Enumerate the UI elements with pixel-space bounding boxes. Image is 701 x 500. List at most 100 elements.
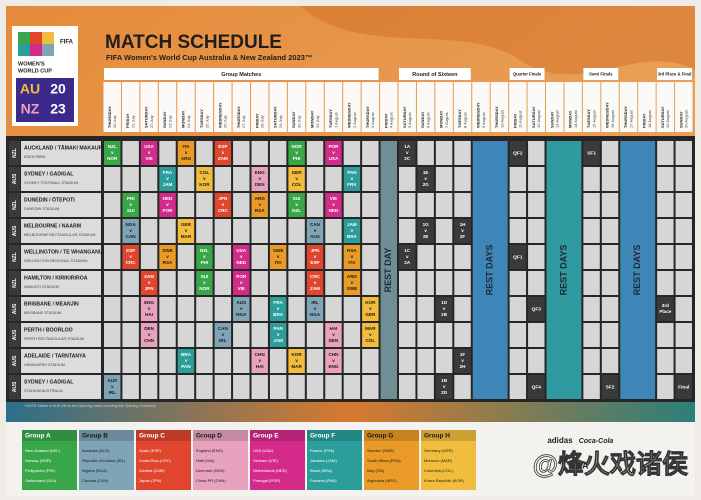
country-code: NZL [12, 148, 18, 158]
empty-slot [417, 141, 434, 165]
empty-slot [417, 271, 434, 295]
date-header [416, 82, 435, 132]
empty-slot [104, 245, 121, 269]
match-text: v [314, 280, 317, 285]
match-text: SUI [127, 208, 135, 213]
empty-slot [675, 141, 692, 165]
group-team: Australia (AUS) [82, 448, 110, 453]
stage-label: Round of Sixteen [412, 72, 458, 78]
empty-slot [325, 375, 342, 399]
match-text: CRC [126, 260, 137, 265]
match-text: IRL [109, 390, 117, 395]
match-text: HAI [256, 364, 264, 369]
match-text: JAM [163, 182, 173, 187]
date-header [601, 82, 619, 132]
match-text: v [129, 228, 132, 233]
match-text: Place [659, 309, 671, 314]
match-text: USA [236, 248, 246, 253]
venue-stadium: BRISBANE STADIUM [24, 311, 61, 315]
match-text: JPN [218, 196, 228, 201]
empty-slot [362, 349, 379, 373]
empty-slot [214, 349, 232, 373]
match-cell [288, 167, 305, 191]
rest-label: REST DAYS [558, 245, 568, 296]
empty-slot [343, 323, 361, 347]
date-day: SATURDAY [273, 106, 278, 128]
empty-slot [528, 167, 545, 191]
country-code: AUS [12, 303, 18, 314]
group-header [79, 430, 134, 441]
empty-slot [104, 349, 121, 373]
match-cell [343, 271, 361, 295]
match-cell [528, 375, 545, 399]
group-team: Philippines (PHI) [25, 468, 55, 473]
empty-slot [528, 271, 545, 295]
group-header [307, 430, 362, 441]
date-header [324, 82, 343, 132]
empty-slot [196, 219, 213, 243]
match-text: v [295, 358, 298, 363]
empty-slot [454, 167, 471, 191]
date-header [527, 82, 545, 132]
empty-slot [399, 167, 416, 191]
group-team: Denmark (DEN) [196, 468, 225, 473]
empty-slot [528, 349, 545, 373]
venue-city: MELBOURNE / NAARM [24, 223, 81, 229]
match-cell [177, 219, 195, 243]
match-text: v [166, 176, 169, 181]
empty-slot [159, 141, 176, 165]
date-day: FRIDAY [512, 113, 517, 128]
match-text: VIE [330, 196, 337, 201]
venue-city: HAMILTON / KIRIKIRIROA [24, 275, 88, 281]
date-date: 22 July [149, 115, 154, 128]
match-text: GER [365, 312, 376, 317]
empty-slot [306, 167, 324, 191]
match-cell [325, 141, 342, 165]
match-cell [454, 219, 471, 243]
group-box [421, 430, 476, 490]
match-cell [122, 193, 139, 217]
match-text: v [111, 384, 114, 389]
match-text: FRA [163, 170, 173, 175]
date-header [564, 82, 582, 132]
empty-slot [177, 271, 195, 295]
empty-slot [159, 323, 176, 347]
match-cell [325, 193, 342, 217]
empty-slot [435, 349, 453, 373]
empty-slot [306, 141, 324, 165]
empty-slot [399, 193, 416, 217]
empty-slot [362, 219, 379, 243]
date-date: 6 August [426, 112, 431, 128]
date-header [656, 82, 675, 132]
empty-slot [675, 349, 692, 373]
venue-city: SYDNEY / GADIGAL [24, 171, 74, 177]
match-cell [177, 349, 195, 373]
date-day: THURSDAY [107, 106, 112, 128]
match-cell [269, 245, 287, 269]
empty-slot [269, 141, 287, 165]
group-team: Switzerland (SUI) [25, 478, 57, 483]
country-cell [9, 375, 20, 399]
venue-cell [21, 167, 101, 191]
empty-slot [288, 219, 305, 243]
venue-city: DUNEDIN / ŌTEPOTI [24, 196, 75, 203]
group-team: New Zealand (NZL) [25, 448, 61, 453]
match-text: v [351, 280, 354, 285]
empty-slot [399, 375, 416, 399]
group-header [364, 430, 419, 441]
empty-slot [435, 271, 453, 295]
match-text: v [369, 306, 372, 311]
empty-slot [583, 323, 600, 347]
empty-slot [399, 349, 416, 373]
empty-slot [233, 193, 250, 217]
date-date: 17 August [628, 109, 633, 128]
date-day: TUESDAY [457, 109, 462, 128]
empty-slot [306, 375, 324, 399]
empty-slot [657, 219, 674, 243]
match-text: KOR [199, 182, 210, 187]
empty-slot [601, 141, 619, 165]
group-team: Spain (ESP) [139, 448, 162, 453]
group-name: Group D [196, 433, 222, 440]
match-text: v [166, 254, 169, 259]
empty-slot [306, 349, 324, 373]
